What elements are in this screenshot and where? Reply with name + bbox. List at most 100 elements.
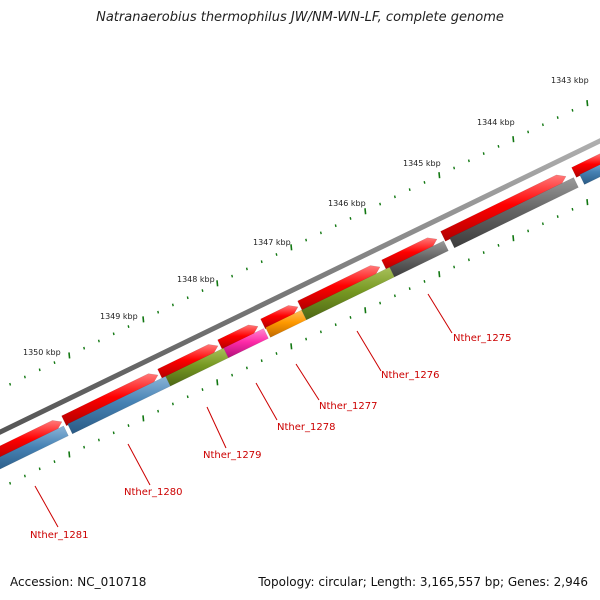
gene-label-nther-1280: Nther_1280 — [124, 487, 182, 498]
tick-upper-37 — [541, 123, 544, 127]
tick-lower-3 — [38, 467, 41, 471]
connector-nther-1281 — [34, 485, 59, 528]
ruler-label-1347: 1347 kbp — [253, 238, 291, 247]
tick-lower-27 — [393, 294, 396, 298]
connector-nther-1280 — [127, 443, 151, 486]
connector-nther-1275 — [427, 293, 453, 334]
tick-lower-5 — [68, 451, 71, 458]
cds-forward-3 — [157, 344, 219, 380]
tick-lower-29 — [423, 280, 426, 283]
gene-nther-1278 — [223, 328, 269, 359]
gene-label-nther-1278: Nther_1278 — [277, 422, 335, 433]
ruler-label-1350: 1350 kbp — [23, 348, 61, 357]
connector-nther-1276 — [356, 330, 382, 372]
tick-upper-6 — [83, 346, 86, 350]
tick-lower-17 — [245, 366, 248, 370]
ruler-label-1348: 1348 kbp — [177, 275, 215, 284]
cds-forward-8 — [440, 174, 567, 242]
tick-lower-39 — [571, 207, 574, 211]
cds-forward-4 — [217, 324, 259, 351]
gene-label-nther-1275: Nther_1275 — [453, 333, 511, 344]
tick-lower-24 — [349, 316, 352, 319]
tick-upper-18 — [260, 260, 263, 264]
tick-lower-10 — [142, 415, 145, 422]
tick-lower-2 — [23, 474, 26, 478]
cds-forward-5 — [260, 305, 299, 330]
tick-lower-13 — [186, 395, 189, 399]
tick-lower-9 — [127, 424, 130, 427]
tick-lower-12 — [171, 402, 174, 406]
cds-forward-7 — [381, 237, 438, 271]
tick-upper-38 — [556, 116, 559, 119]
map-title: Natranaerobius thermophilus JW/NM-WN-LF,… — [96, 10, 504, 25]
gene-label-nther-1279: Nther_1279 — [203, 450, 261, 461]
label-connectors — [34, 293, 453, 528]
ruler-label-1345: 1345 kbp — [403, 159, 441, 168]
tick-lower-21 — [305, 337, 308, 341]
tick-upper-23 — [334, 224, 337, 228]
tick-upper-15 — [216, 280, 219, 287]
tick-upper-22 — [319, 231, 322, 235]
tick-upper-35 — [512, 136, 515, 143]
tick-upper-24 — [349, 217, 352, 220]
tick-upper-32 — [467, 159, 470, 163]
tick-lower-4 — [53, 460, 56, 464]
genome-summary-text: Topology: circular; Length: 3,165,557 bp… — [258, 575, 588, 589]
tick-lower-33 — [482, 251, 485, 254]
accession-text: Accession: NC_010718 — [10, 575, 147, 589]
tick-lower-32 — [467, 258, 470, 262]
tick-upper-12 — [171, 303, 174, 307]
tick-upper-25 — [364, 208, 367, 215]
ruler-label-1343: 1343 kbp — [551, 76, 589, 85]
tick-lower-16 — [231, 373, 234, 377]
tick-lower-23 — [334, 323, 337, 327]
gene-blue-right — [579, 164, 600, 185]
tick-lower-26 — [379, 301, 382, 305]
tick-upper-19 — [275, 253, 278, 256]
tick-upper-33 — [482, 152, 485, 155]
cds-forward-1 — [0, 420, 63, 459]
connector-nther-1279 — [206, 406, 227, 449]
gene-gray-right — [449, 177, 579, 249]
tick-upper-34 — [497, 144, 500, 148]
tick-lower-7 — [97, 438, 100, 442]
tick-lower-15 — [216, 379, 219, 386]
tick-upper-14 — [201, 289, 204, 292]
tick-lower-38 — [556, 215, 559, 218]
connector-nther-1278 — [255, 382, 278, 421]
gene-features — [0, 153, 600, 470]
tick-upper-36 — [527, 130, 530, 134]
connector-nther-1277 — [295, 363, 320, 401]
tick-lower-8 — [112, 431, 115, 435]
ruler-ticks — [9, 100, 589, 485]
ruler-label-1346: 1346 kbp — [328, 199, 366, 208]
tick-upper-10 — [142, 316, 145, 323]
tick-lower-40 — [586, 199, 589, 206]
cds-forward-2 — [61, 373, 159, 427]
tick-upper-29 — [423, 181, 426, 184]
tick-upper-1 — [9, 382, 12, 386]
tick-upper-21 — [305, 238, 308, 242]
gene-label-nther-1276: Nther_1276 — [381, 370, 439, 381]
gene-label-nther-1281: Nther_1281 — [30, 530, 88, 541]
cds-forward-9 — [571, 153, 600, 178]
tick-lower-35 — [512, 235, 515, 242]
ruler-label-1349: 1349 kbp — [100, 312, 138, 321]
tick-lower-25 — [364, 307, 367, 314]
tick-lower-11 — [157, 409, 160, 413]
gene-nther-1275 — [389, 240, 449, 278]
tick-lower-30 — [438, 271, 441, 278]
tick-lower-19 — [275, 352, 278, 355]
tick-upper-16 — [231, 274, 234, 278]
tick-upper-17 — [245, 267, 248, 271]
tick-upper-5 — [68, 352, 71, 359]
gene-nther-1280 — [67, 375, 171, 435]
tick-upper-30 — [438, 172, 441, 179]
tick-lower-20 — [290, 343, 293, 350]
tick-upper-11 — [157, 310, 160, 314]
tick-lower-34 — [497, 243, 500, 247]
tick-lower-37 — [541, 222, 544, 226]
cds-forward-6 — [297, 265, 381, 312]
